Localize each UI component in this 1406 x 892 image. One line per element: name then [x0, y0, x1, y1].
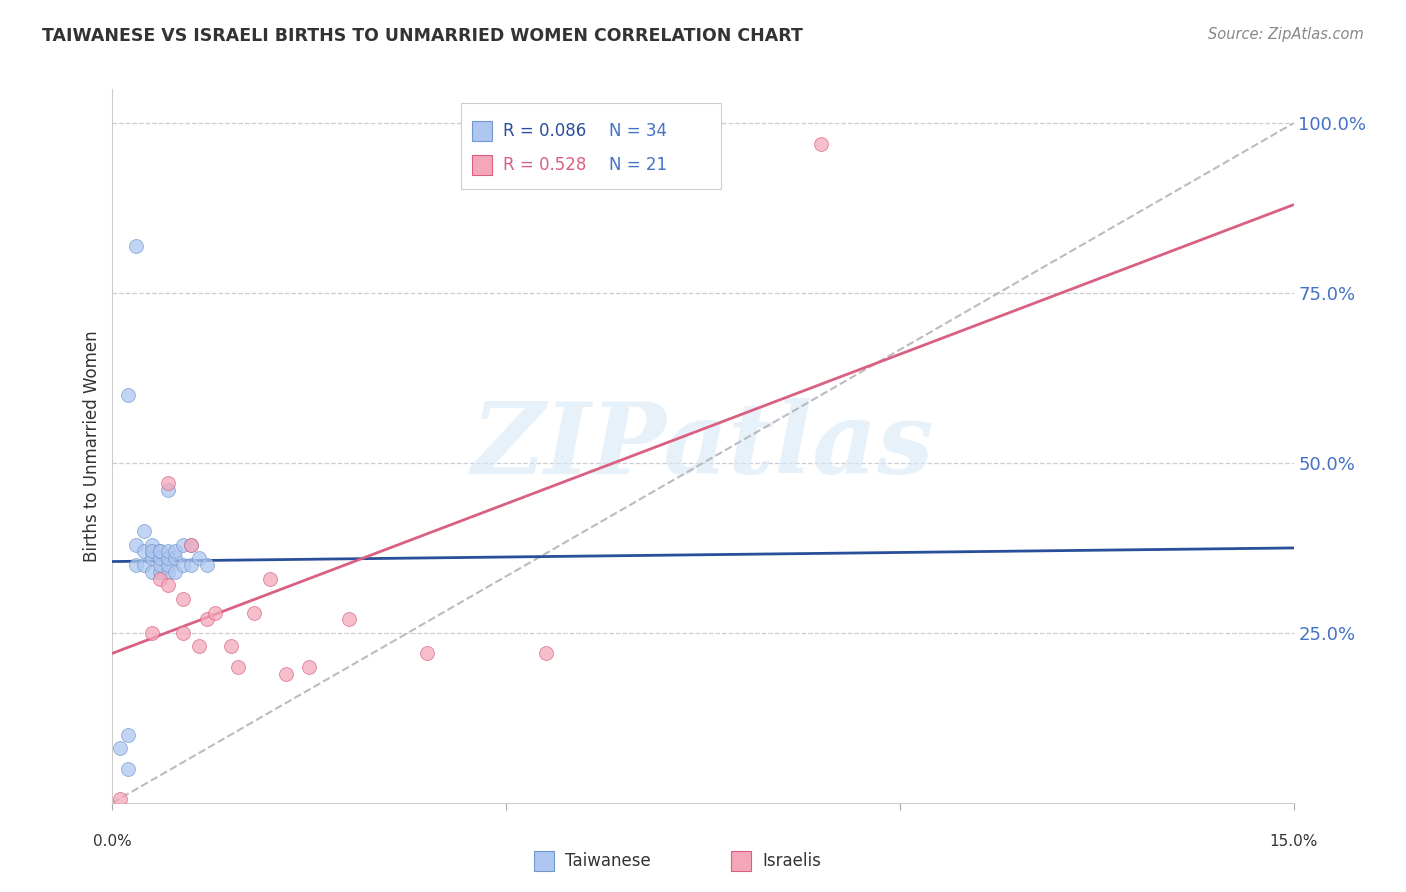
Point	[125, 558, 148, 572]
Point	[165, 551, 187, 566]
Point	[149, 544, 172, 558]
Point	[141, 565, 163, 579]
Text: Israelis: Israelis	[762, 852, 821, 870]
Point	[195, 612, 218, 626]
Point	[195, 558, 218, 572]
Point	[149, 551, 172, 566]
Point	[243, 606, 266, 620]
Point	[141, 626, 163, 640]
Point	[149, 544, 172, 558]
Point	[110, 741, 132, 756]
Point	[117, 728, 139, 742]
Point	[180, 558, 202, 572]
Point	[141, 544, 163, 558]
Point	[188, 640, 211, 654]
Text: N = 21: N = 21	[609, 156, 666, 174]
Point	[416, 646, 439, 660]
Point	[149, 565, 172, 579]
Point	[156, 578, 179, 592]
Point	[117, 762, 139, 776]
Point	[259, 572, 281, 586]
Y-axis label: Births to Unmarried Women: Births to Unmarried Women	[83, 330, 101, 562]
Text: R = 0.086: R = 0.086	[503, 122, 586, 140]
Point	[180, 537, 202, 551]
Point	[156, 565, 179, 579]
Point	[172, 591, 194, 606]
Point	[156, 558, 179, 572]
Point	[141, 537, 163, 551]
Point	[149, 558, 172, 572]
Text: Source: ZipAtlas.com: Source: ZipAtlas.com	[1208, 27, 1364, 42]
Point	[810, 136, 832, 151]
Point	[180, 537, 202, 551]
Point	[188, 551, 211, 566]
Point	[149, 572, 172, 586]
Point	[141, 551, 163, 566]
Point	[132, 524, 155, 538]
Point	[274, 666, 297, 681]
Point	[110, 792, 132, 806]
Point	[172, 537, 194, 551]
Point	[165, 544, 187, 558]
Point	[172, 626, 194, 640]
Point	[132, 544, 155, 558]
Point	[165, 565, 187, 579]
Point	[125, 537, 148, 551]
Point	[156, 551, 179, 566]
Text: TAIWANESE VS ISRAELI BIRTHS TO UNMARRIED WOMEN CORRELATION CHART: TAIWANESE VS ISRAELI BIRTHS TO UNMARRIED…	[42, 27, 803, 45]
Point	[117, 388, 139, 402]
Point	[141, 544, 163, 558]
Point	[132, 558, 155, 572]
Text: ZIPatlas: ZIPatlas	[472, 398, 934, 494]
Text: 15.0%: 15.0%	[1270, 834, 1317, 849]
Point	[204, 606, 226, 620]
Point	[156, 483, 179, 498]
Text: 0.0%: 0.0%	[93, 834, 132, 849]
Point	[337, 612, 360, 626]
Point	[156, 544, 179, 558]
Point	[228, 660, 250, 674]
Text: R = 0.528: R = 0.528	[503, 156, 586, 174]
Point	[298, 660, 321, 674]
Point	[125, 238, 148, 252]
Text: Taiwanese: Taiwanese	[565, 852, 651, 870]
Point	[172, 558, 194, 572]
Point	[156, 476, 179, 491]
Point	[219, 640, 242, 654]
Point	[534, 646, 557, 660]
Text: N = 34: N = 34	[609, 122, 666, 140]
